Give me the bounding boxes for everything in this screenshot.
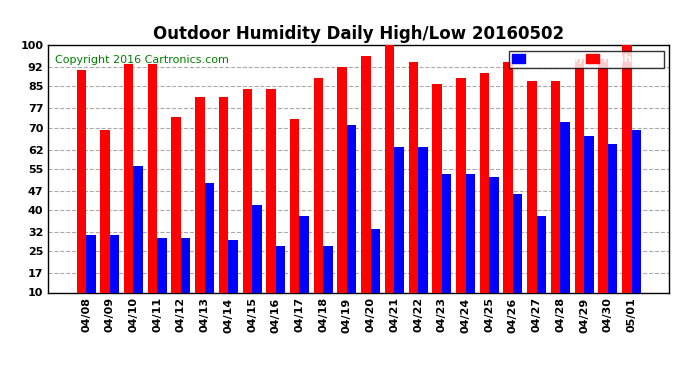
Bar (337, 67, 347, 292)
Bar (433, 84, 442, 292)
Bar (489, 177, 499, 292)
Bar (100, 130, 110, 292)
Bar (442, 174, 451, 292)
Bar (252, 204, 262, 292)
Bar (622, 45, 631, 292)
Bar (608, 144, 618, 292)
Bar (148, 64, 157, 292)
Bar (456, 78, 466, 292)
Bar (527, 81, 537, 292)
Bar (299, 216, 309, 292)
Bar (513, 194, 522, 292)
Bar (86, 235, 95, 292)
Bar (157, 237, 167, 292)
Bar (395, 147, 404, 292)
Bar (228, 240, 238, 292)
Bar (110, 235, 119, 292)
Bar (205, 183, 214, 292)
Bar (385, 45, 395, 292)
Bar (466, 174, 475, 292)
Legend: Low  (%), High  (%): Low (%), High (%) (509, 51, 664, 68)
Bar (418, 147, 428, 292)
Bar (504, 62, 513, 292)
Bar (133, 166, 143, 292)
Bar (347, 125, 357, 292)
Bar (314, 78, 323, 292)
Bar (181, 237, 190, 292)
Bar (361, 56, 371, 292)
Bar (575, 59, 584, 292)
Bar (371, 229, 380, 292)
Bar (195, 97, 205, 292)
Bar (537, 216, 546, 292)
Bar (290, 119, 299, 292)
Bar (77, 70, 86, 292)
Bar (171, 117, 181, 292)
Bar (243, 89, 252, 292)
Bar (323, 246, 333, 292)
Bar (598, 59, 608, 292)
Bar (480, 72, 489, 292)
Bar (266, 89, 276, 292)
Bar (631, 130, 641, 292)
Title: Outdoor Humidity Daily High/Low 20160502: Outdoor Humidity Daily High/Low 20160502 (153, 26, 564, 44)
Bar (124, 64, 133, 292)
Bar (560, 122, 570, 292)
Text: Copyright 2016 Cartronics.com: Copyright 2016 Cartronics.com (55, 55, 228, 65)
Bar (276, 246, 285, 292)
Bar (584, 136, 593, 292)
Bar (551, 81, 560, 292)
Bar (219, 97, 228, 292)
Bar (408, 62, 418, 292)
